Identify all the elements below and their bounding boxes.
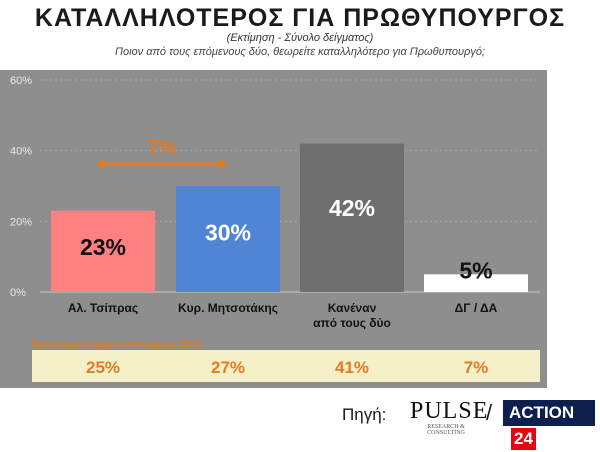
y-tick-label: 20% [10, 216, 32, 228]
chart-title: ΚΑΤΑΛΛΗΛΟΤΕΡΟΣ ΓΙΑ ΠΡΩΘΥΠΟΥΡΓΟΣ [34, 4, 566, 32]
previous-survey-label: Προηγούμενη έρευνα (Ιανουάριος 2016) [32, 339, 202, 349]
bar [176, 186, 280, 292]
action24-logo-text: ACTION [509, 403, 575, 422]
y-tick-label: 0% [10, 287, 26, 299]
category-label: Κυρ. Μητσοτάκης [178, 301, 278, 315]
previous-survey-value: 7% [464, 358, 489, 377]
y-tick-label: 40% [10, 146, 32, 158]
bar [424, 274, 528, 292]
bar-value-label: 42% [329, 195, 375, 221]
pulse-logo-subtext: RESEARCH & CONSULTING [427, 424, 465, 436]
action24-logo: ACTION 24 [503, 400, 595, 450]
bar [300, 143, 404, 292]
bar [51, 210, 155, 292]
gap-annotation-label: 7% [148, 137, 177, 159]
bar-value-label: 30% [205, 220, 251, 246]
bar-value-label: 5% [459, 257, 492, 283]
source-label: Πηγή: [342, 405, 387, 424]
pulse-logo-text: PULSE [410, 398, 489, 424]
bar-chart: 0% 20% 40% 60% 23% Αλ. Τσίπρας 30% Κυρ. Μητσοτά… [10, 75, 540, 382]
gap-arrow-head-left [96, 159, 105, 169]
chart-header: ΚΑΤΑΛΛΗΛΟΤΕΡΟΣ ΓΙΑ ΠΡΩΘΥΠΟΥΡΓΟΣ (Εκτίμησ… [0, 0, 600, 70]
pulse-logo: PULSE RESEARCH & CONSULTING [410, 394, 489, 436]
category-label: από τους δύο [313, 316, 391, 330]
chart-subtitle: (Εκτίμηση - Σύνολο δείγματος) [226, 32, 374, 44]
category-label: ΔΓ / ΔΑ [455, 301, 498, 315]
previous-survey-value: 41% [335, 358, 369, 377]
action24-logo-number: 24 [511, 428, 536, 450]
y-tick-label: 60% [10, 75, 32, 87]
category-label: Αλ. Τσίπρας [68, 301, 138, 315]
previous-survey-value: 25% [86, 358, 120, 377]
previous-survey-strip [32, 350, 540, 382]
logo-separator: / [486, 400, 493, 425]
gap-arrow-head-right [219, 159, 228, 169]
survey-question: Ποιον από τους επόμενους δύο, θεωρείτε κ… [115, 46, 485, 58]
chart-panel: 0% 20% 40% 60% 23% Αλ. Τσίπρας 30% Κυρ. Μητσοτά… [0, 70, 547, 388]
category-label: Κανέναν [328, 301, 377, 315]
bar-value-label: 23% [80, 234, 126, 260]
footer [0, 388, 600, 437]
previous-survey-value: 27% [211, 358, 245, 377]
